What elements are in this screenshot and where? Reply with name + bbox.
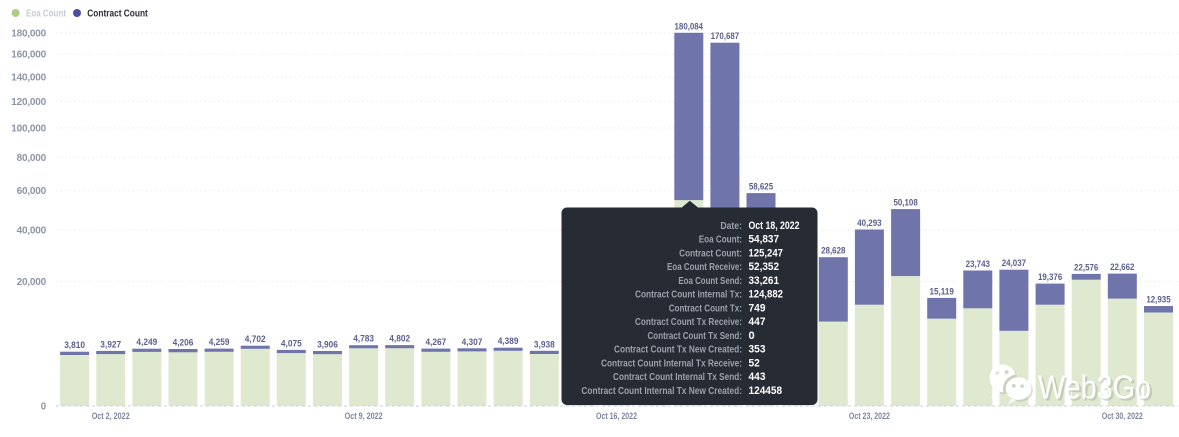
svg-text:22,662: 22,662	[1110, 262, 1134, 273]
svg-text:180,000: 180,000	[11, 28, 46, 39]
svg-text:Eoa Count Receive:: Eoa Count Receive:	[667, 262, 742, 273]
svg-text:4,249: 4,249	[136, 337, 157, 348]
svg-text:125,247: 125,247	[749, 248, 783, 260]
svg-text:Contract Count: Contract Count	[87, 9, 148, 20]
svg-text:Contract Count Internal Tx:: Contract Count Internal Tx:	[635, 290, 742, 301]
svg-text:Web3Go: Web3Go	[1038, 369, 1151, 406]
svg-text:124,882: 124,882	[749, 289, 783, 301]
svg-text:Contract Count Internal Tx Rec: Contract Count Internal Tx Receive:	[601, 358, 742, 369]
svg-text:4,389: 4,389	[498, 336, 519, 347]
svg-text:4,075: 4,075	[281, 338, 302, 349]
svg-text:3,810: 3,810	[64, 340, 85, 351]
svg-text:Oct 2, 2022: Oct 2, 2022	[92, 411, 130, 422]
svg-text:140,000: 140,000	[11, 73, 46, 84]
svg-text:58,625: 58,625	[749, 182, 774, 193]
svg-text:23,743: 23,743	[966, 259, 990, 270]
svg-text:Eoa Count: Eoa Count	[26, 9, 67, 20]
svg-text:Contract Count Tx:: Contract Count Tx:	[669, 303, 742, 314]
svg-text:22,576: 22,576	[1074, 262, 1098, 273]
svg-text:4,267: 4,267	[426, 337, 447, 348]
svg-text:0: 0	[749, 330, 755, 342]
svg-text:50,108: 50,108	[893, 198, 917, 209]
svg-text:170,687: 170,687	[711, 31, 740, 42]
svg-text:19,376: 19,376	[1038, 272, 1062, 283]
svg-text:Oct 18, 2022: Oct 18, 2022	[749, 220, 800, 232]
svg-text:40,293: 40,293	[857, 218, 881, 229]
svg-text:Contract Count Tx Receive:: Contract Count Tx Receive:	[635, 317, 742, 328]
svg-text:3,938: 3,938	[534, 339, 555, 350]
svg-text:52: 52	[749, 357, 760, 369]
svg-text:0: 0	[41, 402, 47, 413]
svg-text:12,935: 12,935	[1146, 295, 1171, 306]
svg-text:100,000: 100,000	[11, 123, 46, 134]
svg-text:Eoa Count Send:: Eoa Count Send:	[678, 276, 742, 287]
svg-text:353: 353	[749, 344, 766, 356]
svg-text:4,259: 4,259	[209, 337, 230, 348]
svg-text:4,702: 4,702	[245, 334, 266, 345]
svg-text:447: 447	[749, 316, 766, 328]
svg-text:15,119: 15,119	[930, 286, 954, 297]
svg-text:80,000: 80,000	[17, 153, 47, 164]
svg-text:Contract Count Internal Tx Sen: Contract Count Internal Tx Send:	[613, 372, 742, 383]
svg-text:Oct 16, 2022: Oct 16, 2022	[596, 411, 637, 422]
svg-text:4,802: 4,802	[389, 334, 410, 345]
svg-text:Oct 30, 2022: Oct 30, 2022	[1102, 411, 1143, 422]
svg-text:Eoa Count:: Eoa Count:	[699, 235, 742, 246]
svg-text:160,000: 160,000	[11, 50, 46, 61]
svg-text:Web3Go: Web3Go	[1040, 371, 1153, 408]
svg-text:Contract Count Tx Send:: Contract Count Tx Send:	[648, 331, 743, 342]
svg-text:54,837: 54,837	[749, 234, 780, 246]
svg-text:Contract Count Tx New Created:: Contract Count Tx New Created:	[614, 345, 742, 356]
svg-text:28,628: 28,628	[821, 246, 845, 257]
svg-text:20,000: 20,000	[17, 277, 47, 288]
svg-text:60,000: 60,000	[17, 186, 47, 197]
svg-text:180,084: 180,084	[675, 21, 704, 32]
svg-text:24,037: 24,037	[1002, 258, 1026, 269]
svg-text:120,000: 120,000	[11, 97, 46, 108]
svg-text:33,261: 33,261	[749, 275, 780, 287]
svg-text:Contract Count Internal Tx New: Contract Count Internal Tx New Created:	[581, 386, 742, 397]
svg-text:3,927: 3,927	[100, 339, 121, 350]
svg-text:Date:: Date:	[720, 221, 742, 232]
svg-text:40,000: 40,000	[17, 226, 47, 237]
svg-text:443: 443	[749, 371, 766, 383]
svg-text:Oct 9, 2022: Oct 9, 2022	[345, 411, 383, 422]
svg-text:52,352: 52,352	[749, 261, 780, 273]
svg-text:3,906: 3,906	[317, 340, 338, 351]
svg-text:4,307: 4,307	[462, 337, 483, 348]
svg-text:124458: 124458	[749, 385, 783, 397]
svg-text:Oct 23, 2022: Oct 23, 2022	[849, 411, 890, 422]
svg-text:4,783: 4,783	[353, 334, 374, 345]
svg-text:749: 749	[749, 302, 766, 314]
svg-text:4,206: 4,206	[173, 338, 194, 349]
svg-text:Contract Count:: Contract Count:	[679, 249, 742, 260]
